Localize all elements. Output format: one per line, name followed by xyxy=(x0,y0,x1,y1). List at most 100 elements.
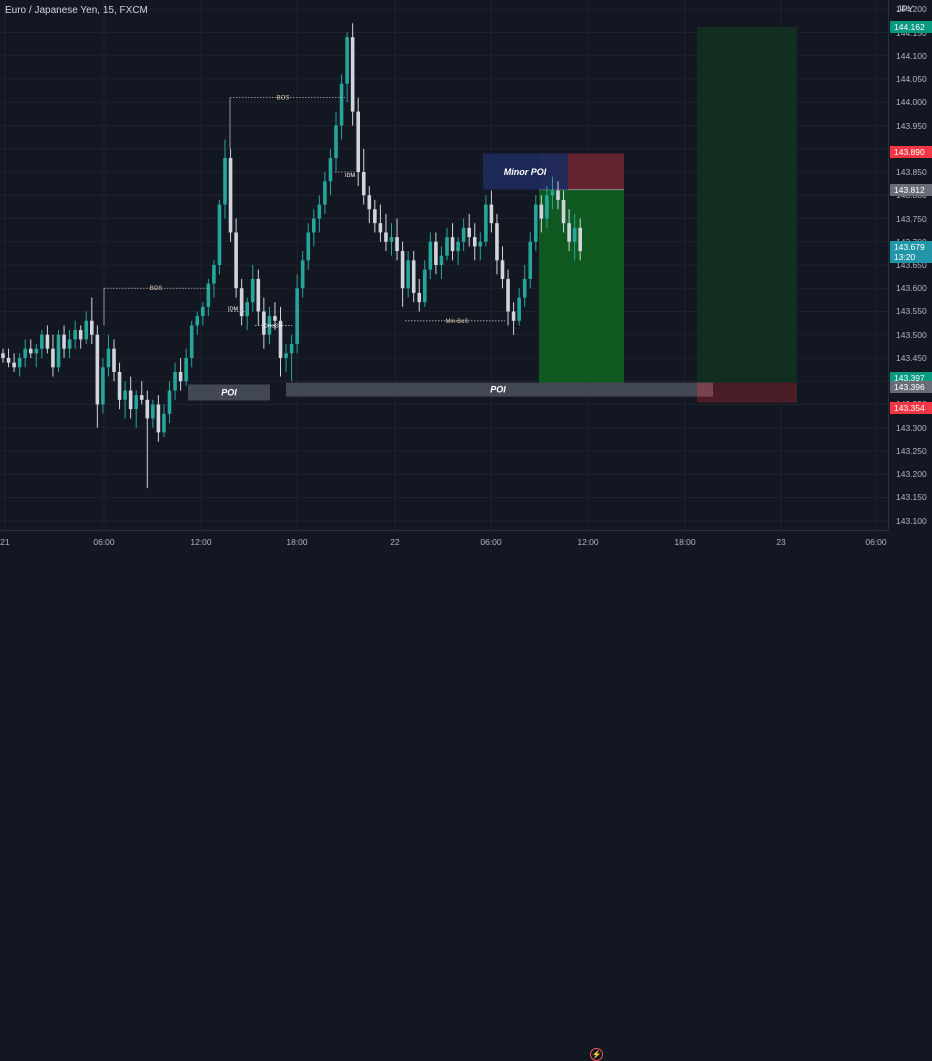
candle xyxy=(345,32,349,103)
candle-body xyxy=(28,348,33,354)
candle xyxy=(228,148,233,242)
price-badge: 143.396 xyxy=(890,381,932,394)
candle-body xyxy=(217,204,222,265)
candle xyxy=(262,297,266,349)
price-tick: 143.450 xyxy=(896,352,927,363)
candle xyxy=(178,357,183,391)
candle xyxy=(395,218,399,261)
candle-body xyxy=(256,278,261,312)
price-badge-value: 143.890 xyxy=(894,147,925,158)
candle xyxy=(522,265,527,307)
candle-body xyxy=(17,357,22,368)
candle xyxy=(40,330,44,358)
candle-body xyxy=(156,404,161,433)
candle-body xyxy=(145,399,150,419)
price-tick: 143.850 xyxy=(896,167,927,178)
candle xyxy=(495,213,499,275)
candle xyxy=(328,148,333,196)
candle xyxy=(317,195,322,233)
candle-body xyxy=(567,223,571,242)
candle xyxy=(17,353,22,377)
candle xyxy=(467,213,471,247)
candle xyxy=(350,23,355,126)
candle xyxy=(250,265,255,312)
candle-body xyxy=(517,297,521,321)
chart-pane[interactable]: Minor POI POI POI BOS BOS Min-BoS IDM IDM CHoCH… xyxy=(0,0,888,530)
candle xyxy=(456,237,460,265)
candle-body xyxy=(417,292,422,303)
candle-body xyxy=(511,311,516,321)
price-tick: 143.750 xyxy=(896,213,927,224)
price-badge-value: 143.397 xyxy=(894,372,925,383)
candle xyxy=(173,362,177,400)
price-axis[interactable]: JPY 144.200144.150144.100144.050144.0001… xyxy=(888,0,932,530)
candle-body xyxy=(250,278,255,303)
candle-body xyxy=(234,232,238,289)
candle xyxy=(361,148,366,205)
candle xyxy=(151,399,155,428)
candle xyxy=(123,381,127,419)
candle-body xyxy=(539,204,544,219)
price-tick: 144.050 xyxy=(896,74,927,85)
poi-label-main: POI xyxy=(490,385,506,395)
price-badge-value: 143.396 xyxy=(894,382,925,393)
candle-body xyxy=(411,260,416,293)
zones: Minor POI POI POI xyxy=(188,26,797,403)
candle-body xyxy=(300,260,305,289)
candle-body xyxy=(400,251,405,289)
candle xyxy=(95,325,100,428)
candle xyxy=(484,195,488,247)
candle-body xyxy=(456,241,460,252)
candle-body xyxy=(478,241,483,247)
candle xyxy=(511,302,516,335)
price-badge: 143.679 13:20 xyxy=(890,240,932,263)
candle-body xyxy=(489,204,494,224)
candle xyxy=(534,195,538,252)
candle-body xyxy=(101,367,105,405)
candle xyxy=(28,339,33,358)
price-tick: 143.150 xyxy=(896,492,927,503)
candlestick-chart[interactable]: Minor POI POI POI BOS BOS Min-BoS IDM IDM CHoCH xyxy=(0,0,888,530)
candle xyxy=(323,172,327,214)
price-badge: 143.354 xyxy=(890,401,932,414)
candle xyxy=(295,274,299,354)
price-badge-value: 144.162 xyxy=(894,21,925,32)
candle xyxy=(134,390,138,428)
candle-body xyxy=(550,190,555,196)
candle-body xyxy=(212,265,216,284)
candle xyxy=(450,223,455,261)
candle xyxy=(406,251,410,298)
candle xyxy=(561,190,566,233)
candle-body xyxy=(295,288,299,345)
candle xyxy=(367,185,372,224)
candle-body xyxy=(239,288,244,317)
candle xyxy=(472,223,477,261)
poi-zone-main xyxy=(286,382,697,397)
time-tick: 22 xyxy=(390,537,400,547)
time-tick: 06:00 xyxy=(480,537,502,547)
candle xyxy=(572,213,577,261)
price-badge: 144.162 xyxy=(890,20,932,33)
candle xyxy=(145,390,150,489)
candle xyxy=(189,320,194,368)
candle-body xyxy=(84,320,89,340)
price-tick: 143.650 xyxy=(896,260,927,270)
time-axis[interactable]: 21 06:00 12:00 18:00 22 06:00 12:00 18:00 23 06:0… xyxy=(0,530,888,1061)
structure-lines: BOS BOS Min-BoS IDM IDM CHoCH xyxy=(103,96,505,329)
candle xyxy=(545,185,549,228)
candle-body xyxy=(262,311,266,335)
idm-upper-label: IDM xyxy=(345,173,356,179)
candle xyxy=(550,176,555,210)
candle xyxy=(273,302,277,331)
symbol-title[interactable]: Euro / Japanese Yen, 15, FXCM xyxy=(5,5,148,16)
price-tick: 143.250 xyxy=(896,445,927,456)
candle xyxy=(162,404,166,438)
projection-target-zone xyxy=(697,26,797,383)
candle xyxy=(339,74,344,140)
flash-icon[interactable]: ⚡ xyxy=(590,1048,603,1061)
candle xyxy=(489,190,494,233)
candle-body xyxy=(56,334,61,368)
candle xyxy=(245,297,249,331)
candle xyxy=(334,111,338,173)
candle xyxy=(461,218,466,252)
